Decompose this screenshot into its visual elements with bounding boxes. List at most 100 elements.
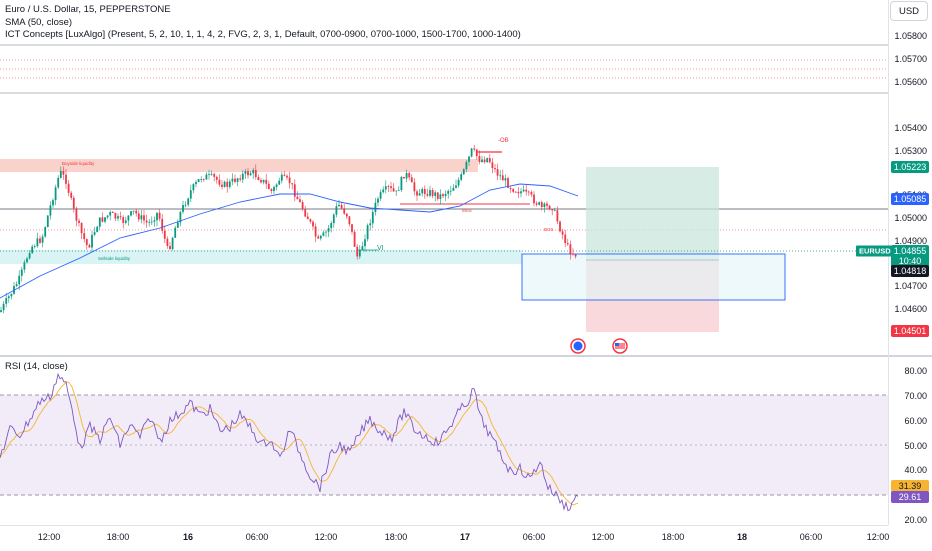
candle-body (65, 174, 67, 184)
pane-divider[interactable] (0, 355, 932, 357)
candle-body (418, 193, 421, 196)
candle-body (353, 231, 356, 247)
sma-indicator-title[interactable]: SMA (50, close) (5, 16, 73, 28)
rsi-legend[interactable]: RSI (14, close) (5, 361, 68, 372)
candle-body (39, 238, 41, 243)
time-label: 12:00 (37, 532, 61, 542)
candle-body (452, 187, 455, 191)
candle-body (15, 284, 18, 287)
candle-body (520, 191, 522, 194)
candle-body (202, 178, 205, 180)
candle-body (241, 173, 244, 180)
candle-body (36, 238, 39, 247)
candle-body (405, 173, 408, 179)
stop-loss-price-badge[interactable]: 1.04501 (891, 325, 929, 337)
candle-body (340, 204, 343, 209)
candle-body (52, 200, 54, 206)
candle-body (109, 211, 112, 216)
eu-event-icon (573, 341, 583, 351)
candle-body (171, 237, 174, 250)
candle-body (369, 223, 372, 226)
time-label: 06:00 (245, 532, 269, 542)
candle-body (395, 190, 398, 192)
price-axis[interactable] (888, 0, 932, 525)
candle-body (150, 221, 153, 223)
time-axis[interactable] (0, 525, 888, 551)
ict-indicator-title[interactable]: ICT Concepts [LuxAlgo] (Present, 5, 2, 1… (5, 29, 521, 40)
candle-body (559, 221, 561, 232)
candle-body (132, 210, 135, 212)
candle-body (387, 186, 390, 188)
candle-body (59, 170, 62, 178)
candle-body (475, 149, 478, 157)
rsi-pane[interactable] (0, 357, 888, 525)
candle-body (179, 211, 182, 223)
candle-body (7, 296, 10, 299)
candle-body (176, 222, 179, 228)
candle-body (83, 233, 86, 240)
candle-body (49, 205, 52, 216)
candle-body (192, 184, 195, 191)
rsi-value-badge: 29.61 (891, 491, 929, 503)
candle-body (0, 310, 2, 312)
candle-body (501, 175, 504, 181)
currency-button[interactable]: USD (890, 1, 928, 21)
candle-body (247, 171, 249, 176)
candle-body (566, 243, 569, 245)
entry-price-badge[interactable]: 1.04818 (891, 265, 929, 277)
candle-body (468, 156, 470, 162)
candle-body (483, 159, 486, 163)
candle-body (46, 215, 49, 228)
candle-body (119, 216, 122, 218)
candle-body (574, 254, 577, 257)
candle-body (325, 231, 327, 233)
candle-body (283, 174, 286, 176)
candle-body (91, 234, 93, 248)
take-profit-price-badge[interactable]: 1.05223 (891, 161, 929, 173)
candle-body (163, 230, 166, 239)
candle-body (332, 214, 335, 224)
candle-body (527, 191, 530, 193)
candle-body (114, 212, 117, 219)
candlestick-chart[interactable] (0, 0, 888, 355)
candle-body (496, 169, 499, 176)
time-label: 06:00 (522, 532, 546, 542)
time-label: 12:00 (314, 532, 338, 542)
candle-body (488, 158, 491, 163)
candle-body (301, 202, 304, 210)
candle-body (434, 192, 437, 196)
candle-body (481, 159, 483, 162)
candle-body (317, 236, 320, 239)
candle-body (278, 180, 281, 185)
candle-body (101, 217, 104, 222)
candle-body (421, 189, 424, 194)
candle-body (161, 218, 164, 231)
candle-body (356, 246, 359, 257)
time-label: 12:00 (591, 532, 615, 542)
sma-line (0, 183, 579, 299)
candle-body (270, 189, 273, 191)
candle-body (156, 212, 158, 221)
candle-body (517, 191, 520, 194)
candle-body (236, 178, 239, 182)
candle-body (447, 191, 450, 194)
candle-body (106, 215, 109, 218)
candle-body (260, 180, 262, 183)
candle-body (41, 236, 44, 243)
candle-body (382, 189, 385, 193)
rsi-band (0, 395, 888, 495)
time-label: 16 (182, 532, 194, 542)
time-label: 18:00 (106, 532, 130, 542)
candle-body (140, 215, 143, 220)
candle-body (75, 208, 78, 221)
candle-body (330, 223, 333, 229)
candle-body (478, 156, 481, 162)
symbol-title[interactable]: Euro / U.S. Dollar, 15, PEPPERSTONE (5, 4, 171, 15)
candle-body (254, 170, 257, 178)
candle-body (397, 190, 400, 191)
candle-body (257, 177, 260, 181)
price-chart[interactable]: -OB Buyside liquidity Sellside liquidity… (0, 0, 888, 355)
candle-body (98, 217, 101, 227)
sellside-liquidity-zone (0, 250, 522, 264)
rsi-chart[interactable] (0, 357, 888, 525)
